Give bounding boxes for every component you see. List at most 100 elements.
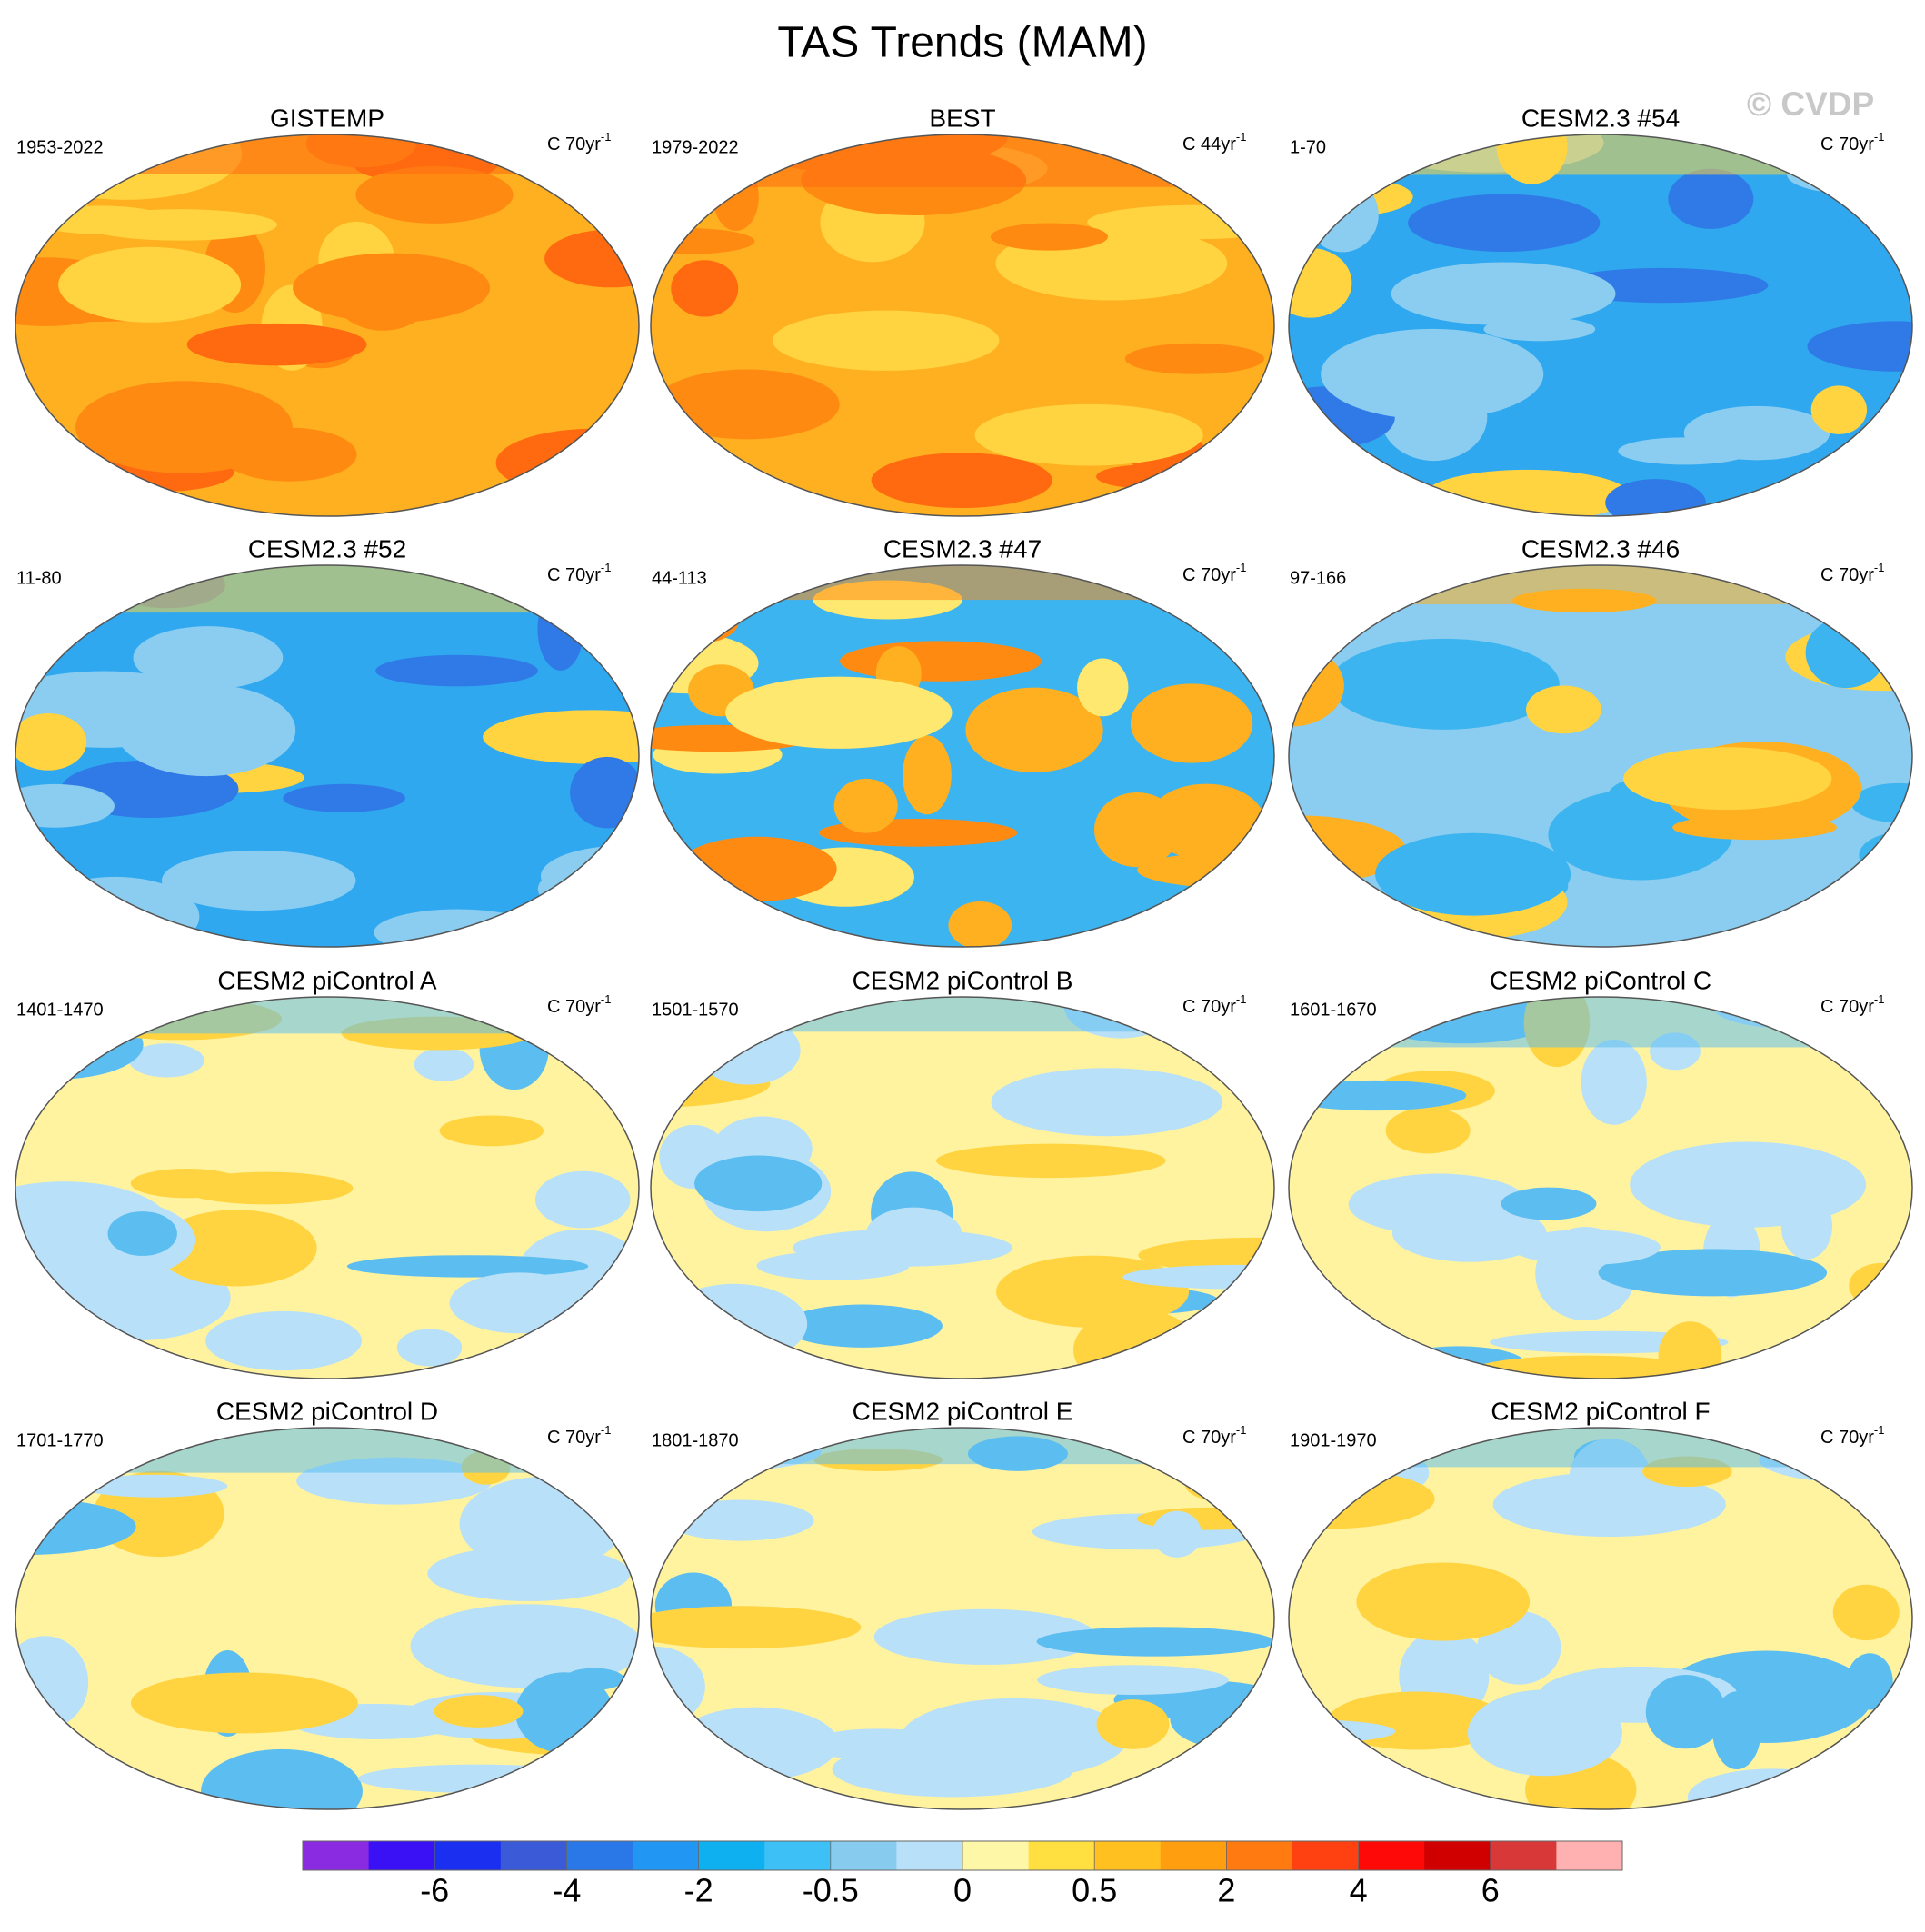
map-region xyxy=(1289,1080,1467,1111)
units-text: C 70yr xyxy=(547,1428,601,1448)
colorbar-swatch xyxy=(303,1841,370,1870)
map-region xyxy=(434,1695,524,1728)
map-region xyxy=(346,1255,589,1278)
map-region xyxy=(1375,832,1571,916)
colorbar-swatch xyxy=(830,1841,897,1870)
map-region xyxy=(661,1283,808,1364)
units-exponent: -1 xyxy=(1236,992,1247,1006)
period-label: 1701-1770 xyxy=(16,1430,104,1450)
map-region xyxy=(871,453,1052,509)
map-region xyxy=(129,1043,204,1078)
map-region xyxy=(181,1171,354,1205)
map-region xyxy=(948,901,1012,947)
map-region xyxy=(1672,814,1838,841)
map-region xyxy=(1170,1688,1274,1750)
map-region xyxy=(293,253,491,323)
period-label: 1-70 xyxy=(1290,137,1326,157)
map-region xyxy=(676,836,837,901)
units-exponent: -1 xyxy=(601,992,612,1006)
map-region xyxy=(449,1272,590,1334)
units-label: C 70yr-1 xyxy=(547,1423,611,1448)
map-panel: GISTEMP 1953-2022 C 70yr-1 xyxy=(15,104,640,517)
map-region xyxy=(1886,565,1912,591)
panel-title: CESM2 piControl C xyxy=(1490,966,1711,994)
map-region xyxy=(1630,1141,1867,1228)
units-text: C 70yr xyxy=(1820,997,1874,1017)
map-region xyxy=(865,1207,962,1262)
map-outline xyxy=(15,564,640,948)
map-region xyxy=(1189,443,1274,503)
map-region xyxy=(115,684,296,777)
colorbar-swatch xyxy=(566,1841,633,1870)
map-region xyxy=(1289,997,1912,1048)
map-region xyxy=(665,1499,814,1541)
map-outline xyxy=(650,564,1275,948)
colorbar-label: 0 xyxy=(953,1872,972,1909)
units-text: C 70yr xyxy=(547,565,601,585)
map-region xyxy=(1036,1627,1274,1657)
map-region xyxy=(15,1636,89,1729)
units-text: C 70yr xyxy=(1182,997,1236,1017)
map-region xyxy=(1850,782,1912,823)
map-region xyxy=(1129,1353,1211,1379)
panel-title: CESM2 piControl A xyxy=(217,966,437,994)
map-panel: CESM2 piControl E 1801-1870 C 70yr-1 xyxy=(650,1397,1275,1810)
map-panel: CESM2 piControl F 1901-1970 C 70yr-1 xyxy=(1288,1397,1913,1810)
period-label: 1901-1970 xyxy=(1290,1430,1377,1450)
colorbar-swatch xyxy=(896,1841,963,1870)
units-label: C 70yr-1 xyxy=(1820,992,1884,1017)
period-label: 1401-1470 xyxy=(16,1000,104,1020)
map-region xyxy=(654,369,840,440)
map-region xyxy=(410,1604,639,1688)
map-region xyxy=(537,857,639,921)
map-region xyxy=(156,1210,317,1287)
map-region xyxy=(130,1672,358,1734)
colorbar: -6 -4 -2 -0.5 0 0.5 2 4 6 xyxy=(302,1840,1623,1909)
map-region xyxy=(833,778,898,833)
panel-title: GISTEMP xyxy=(270,104,384,132)
map-outline xyxy=(1288,996,1913,1379)
map-region xyxy=(495,428,639,497)
colorbar-label: -6 xyxy=(420,1872,449,1909)
map-outline xyxy=(15,996,640,1379)
units-exponent: -1 xyxy=(1236,1423,1247,1437)
map-region xyxy=(107,1211,177,1256)
colorbar-swatch xyxy=(1424,1841,1491,1870)
map-region xyxy=(1289,176,1413,217)
units-exponent: -1 xyxy=(1236,561,1247,574)
map-region xyxy=(15,1297,189,1320)
units-text: C 70yr xyxy=(1182,565,1236,585)
map xyxy=(651,134,1274,516)
map-region xyxy=(1391,262,1616,325)
period-label: 1601-1670 xyxy=(1290,1000,1377,1020)
map-region xyxy=(1408,194,1601,253)
panel-title: CESM2 piControl B xyxy=(853,966,1073,994)
map-panel: CESM2.3 #54 1-70 C 70yr-1 xyxy=(1288,104,1913,517)
map-region xyxy=(1683,405,1830,461)
colorbar-swatch xyxy=(698,1841,765,1870)
map-region xyxy=(1093,792,1181,868)
period-label: 1801-1870 xyxy=(652,1430,739,1450)
map-region xyxy=(1832,1584,1900,1641)
map-outline xyxy=(650,134,1275,517)
map-region xyxy=(1289,1748,1357,1779)
map-region xyxy=(54,491,189,516)
map-region xyxy=(1581,1039,1647,1125)
map-region xyxy=(651,134,1274,187)
map-region xyxy=(1289,1718,1396,1744)
map-region xyxy=(663,597,740,643)
map-region xyxy=(1385,1107,1471,1154)
colorbar-swatch xyxy=(1556,1841,1623,1870)
map-region xyxy=(1847,1653,1893,1710)
map-region xyxy=(1137,851,1274,890)
units-text: C 70yr xyxy=(547,997,601,1017)
map-outline xyxy=(1288,564,1913,948)
map-region xyxy=(773,310,1000,371)
map-region xyxy=(1658,1321,1722,1379)
units-label: C 70yr-1 xyxy=(547,992,611,1017)
map-region xyxy=(783,1304,943,1348)
units-label: C 70yr-1 xyxy=(1182,561,1246,585)
map xyxy=(1289,1428,1912,1809)
units-label: C 70yr-1 xyxy=(1182,1423,1246,1448)
